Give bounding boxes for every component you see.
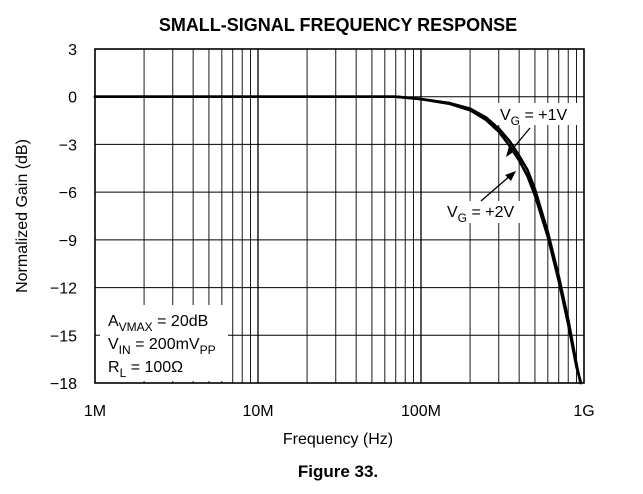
condition-rl-rest: = 100Ω bbox=[126, 359, 183, 376]
condition-avmax-rest: = 20dB bbox=[153, 313, 209, 330]
vg1-label-rest: = +1V bbox=[520, 107, 567, 124]
x-tick-label: 1M bbox=[84, 403, 106, 420]
vg2-label: VG = +2V bbox=[447, 204, 514, 225]
series-line-2 bbox=[93, 95, 583, 385]
y-axis-label: Normalized Gain (dB) bbox=[14, 139, 31, 293]
condition-avmax-sub: VMAX bbox=[119, 320, 153, 334]
x-axis-label: Frequency (Hz) bbox=[283, 431, 393, 448]
vg2-arrow-head bbox=[505, 171, 516, 181]
y-tick-label: −6 bbox=[59, 185, 77, 202]
conditions-box bbox=[100, 305, 228, 381]
condition-vin: VIN = 200mVPP bbox=[108, 336, 216, 357]
y-tick-label: −12 bbox=[50, 281, 77, 298]
x-tick-label: 100M bbox=[401, 403, 441, 420]
vg1-label-bg bbox=[496, 103, 583, 125]
vg1-label-sub: G bbox=[511, 114, 520, 128]
condition-vin-sub2: PP bbox=[200, 343, 216, 357]
chart-title: SMALL-SIGNAL FREQUENCY RESPONSE bbox=[159, 15, 517, 35]
vg2-label-bg bbox=[443, 201, 529, 223]
vg2-label-main: V bbox=[447, 204, 458, 221]
condition-rl-main: R bbox=[108, 359, 120, 376]
condition-rl-sub: L bbox=[120, 366, 127, 380]
series-group bbox=[93, 95, 583, 385]
x-tick-labels: 1M 10M 100M 1G bbox=[84, 403, 595, 420]
vg2-label-sub: G bbox=[458, 211, 467, 225]
condition-vin-rest: = 200mV bbox=[131, 336, 200, 353]
y-tick-label: −3 bbox=[59, 137, 77, 154]
y-tick-label: −9 bbox=[59, 233, 77, 250]
y-tick-label: 3 bbox=[68, 42, 77, 59]
figure-caption: Figure 33. bbox=[298, 462, 378, 481]
y-tick-labels: 3 0 −3 −6 −9 −12 −15 −18 bbox=[50, 42, 77, 393]
y-tick-label: 0 bbox=[68, 90, 77, 107]
condition-avmax-main: A bbox=[108, 313, 119, 330]
plot-frame bbox=[94, 48, 585, 384]
x-tick-label: 1G bbox=[573, 403, 594, 420]
vg2-arrow-line bbox=[480, 174, 512, 202]
condition-vin-sub: IN bbox=[119, 343, 131, 357]
y-tick-label: −18 bbox=[50, 376, 77, 393]
vg1-label-main: V bbox=[500, 107, 511, 124]
vg1-arrow-line bbox=[509, 127, 531, 153]
condition-rl: RL = 100Ω bbox=[108, 359, 183, 380]
vg2-label-rest: = +2V bbox=[467, 204, 514, 221]
y-tick-label: −15 bbox=[50, 328, 77, 345]
vg1-arrow-head bbox=[506, 146, 515, 157]
condition-avmax: AVMAX = 20dB bbox=[108, 313, 208, 334]
vg1-label: VG = +1V bbox=[500, 107, 567, 128]
x-tick-label: 10M bbox=[242, 403, 273, 420]
condition-vin-main: V bbox=[108, 336, 119, 353]
